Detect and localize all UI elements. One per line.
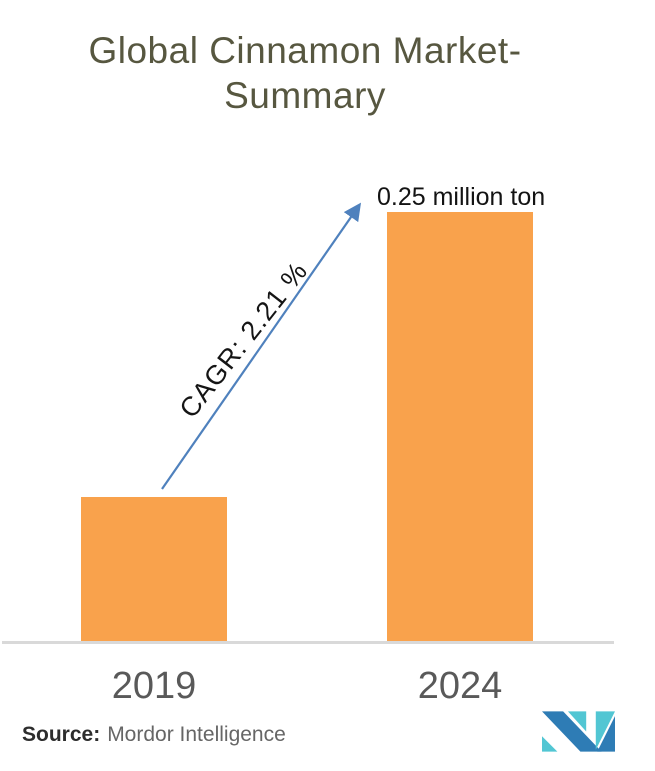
chart-title-line1: Global Cinnamon Market- xyxy=(88,30,522,71)
cagr-annotation: CAGR: 2.21 % xyxy=(173,255,314,424)
bar-2024 xyxy=(387,212,533,641)
chart-title: Global Cinnamon Market- Summary xyxy=(0,28,610,118)
chart-title-line2: Summary xyxy=(224,75,386,116)
bar-2019 xyxy=(81,497,227,641)
bar-2024-value-label: 0.25 million ton xyxy=(377,183,546,211)
x-axis-label-2019: 2019 xyxy=(111,665,197,707)
mordor-intelligence-logo xyxy=(542,711,615,752)
x-axis-label-2024: 2024 xyxy=(417,665,503,707)
x-axis-line xyxy=(2,641,614,644)
source-note: Source: Mordor Intelligence xyxy=(22,723,286,747)
source-value: Mordor Intelligence xyxy=(107,723,286,746)
source-label: Source: xyxy=(22,723,101,746)
